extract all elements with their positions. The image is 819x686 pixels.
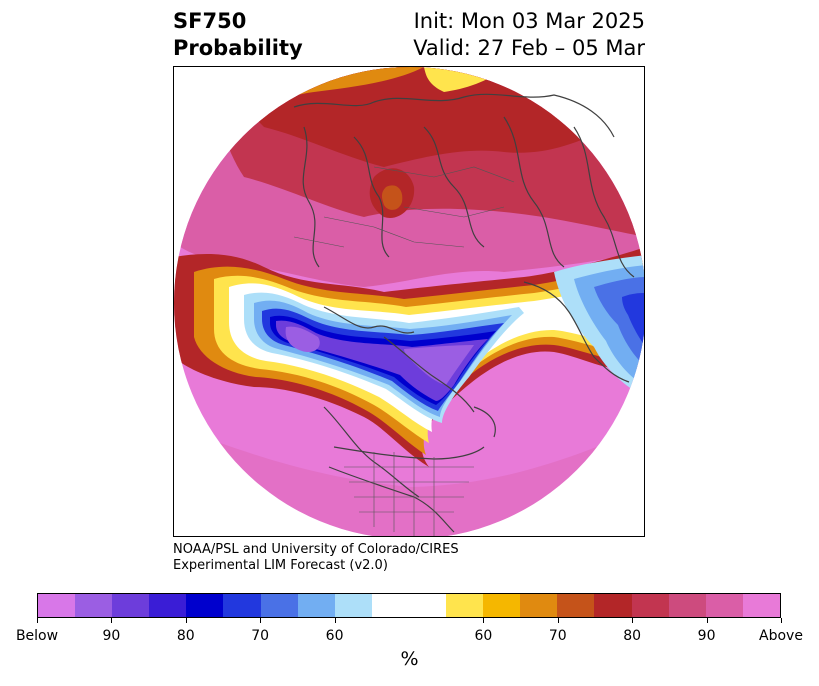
colorbar-segment <box>446 594 484 617</box>
colorbar-tick <box>37 618 38 623</box>
colorbar-unit: % <box>400 648 419 670</box>
colorbar-segment <box>742 594 780 617</box>
colorbar-segment <box>408 594 447 617</box>
credit-line1: NOAA/PSL and University of Colorado/CIRE… <box>173 542 459 557</box>
colorbar-tick-label: 70 <box>548 628 567 644</box>
colorbar-tick-label: 60 <box>325 628 344 644</box>
colorbar-tick <box>185 618 187 623</box>
credit-text: NOAA/PSL and University of Colorado/CIRE… <box>173 542 459 574</box>
colorbar-segment <box>186 594 224 617</box>
colorbar-segment <box>297 594 335 617</box>
colorbar-segment <box>594 594 632 617</box>
colorbar-segment <box>223 594 261 617</box>
colorbar-segment <box>334 594 372 617</box>
colorbar-tick-label: Above <box>759 628 803 644</box>
political-borders <box>293 166 515 536</box>
colorbar-ticks: Below 90 80 70 60 60 70 80 90 Above <box>0 618 819 658</box>
map-canvas <box>174 67 644 536</box>
colorbar-tick <box>781 618 782 623</box>
colorbar-segment <box>260 594 298 617</box>
colorbar-segment <box>557 594 595 617</box>
colorbar <box>37 593 781 618</box>
colorbar-segment <box>75 594 113 617</box>
colorbar-tick-label: 80 <box>623 628 642 644</box>
colorbar-tick-label: 90 <box>697 628 716 644</box>
title-variable: SF750 <box>173 9 247 33</box>
colorbar-tick <box>483 618 485 623</box>
colorbar-segment <box>149 594 187 617</box>
colorbar-tick-label: Below <box>15 628 59 644</box>
colorbar-segment <box>631 594 669 617</box>
forecast-dates: Init: Mon 03 Mar 2025 Valid: 27 Feb – 05… <box>413 8 645 62</box>
colorbar-tick <box>111 618 113 623</box>
colorbar-tick <box>334 618 336 623</box>
colorbar-tick <box>260 618 262 623</box>
init-date: Init: Mon 03 Mar 2025 <box>413 9 645 33</box>
colorbar-segment <box>371 594 409 617</box>
colorbar-segment <box>38 594 76 617</box>
colorbar-tick-label: 70 <box>251 628 270 644</box>
colorbar-segment <box>483 594 521 617</box>
credit-line2: Experimental LIM Forecast (v2.0) <box>173 558 388 573</box>
colorbar-tick <box>632 618 634 623</box>
colorbar-segment <box>520 594 558 617</box>
probability-map <box>173 66 645 537</box>
colorbar-tick-label: 90 <box>102 628 121 644</box>
colorbar-segment <box>112 594 150 617</box>
map-title: SF750 Probability <box>173 8 303 62</box>
title-type: Probability <box>173 36 303 60</box>
colorbar-tick <box>557 618 559 623</box>
valid-dates: Valid: 27 Feb – 05 Mar <box>413 36 645 60</box>
colorbar-segment <box>668 594 706 617</box>
colorbar-segment <box>705 594 743 617</box>
colorbar-tick <box>706 618 708 623</box>
map-disk <box>174 67 644 536</box>
colorbar-tick-label: 80 <box>176 628 195 644</box>
colorbar-tick-label: 60 <box>474 628 493 644</box>
